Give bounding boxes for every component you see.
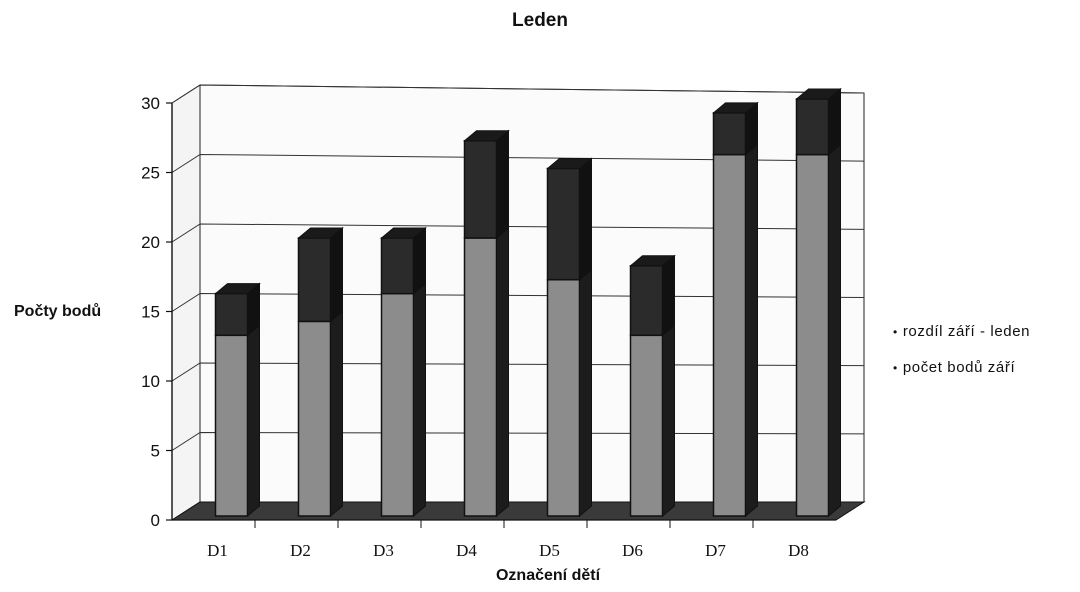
bar-side-difference-D6 [662, 254, 675, 337]
y-tick-label: 5 [151, 442, 160, 461]
bar-difference-D1 [214, 292, 249, 337]
chart-walls [170, 84, 866, 521]
legend-item-september: • počet bodů září [893, 359, 1015, 376]
bar-side-difference-D2 [330, 226, 343, 323]
bar-top-D8 [795, 88, 842, 100]
bar-side-september-D3 [413, 282, 426, 518]
bar-difference-D3 [380, 237, 415, 295]
bar-side-september-D8 [828, 143, 841, 518]
bar-side-september-D7 [745, 143, 758, 518]
y-tick-label: 25 [141, 164, 160, 183]
bar-difference-D7 [712, 112, 747, 156]
x-tick-label: D7 [705, 541, 726, 560]
legend-item-difference: • rozdíl září - leden [893, 323, 1030, 340]
bar-september-D3 [380, 292, 415, 517]
bar-september-D2 [297, 320, 332, 517]
bar-side-difference-D8 [828, 87, 841, 156]
bar-september-D8 [795, 153, 830, 517]
bar-top-D3 [380, 227, 427, 239]
bar-september-D5 [546, 278, 581, 517]
y-tick-label: 15 [141, 303, 160, 322]
bar-top-D2 [297, 227, 344, 239]
x-tick-label: D4 [456, 541, 477, 560]
bar-side-september-D4 [496, 226, 509, 518]
gridline [171, 153, 865, 173]
y-axis-label: Počty bodů [14, 303, 102, 320]
bar-top-D4 [463, 130, 510, 142]
bar-side-difference-D4 [496, 129, 509, 240]
bar-side-september-D6 [662, 324, 675, 518]
bar-difference-D5 [546, 167, 581, 281]
legend-bullet-icon: • [893, 325, 898, 339]
bar-side-difference-D5 [579, 157, 592, 281]
floor [170, 501, 866, 521]
x-tick-label: D8 [788, 541, 809, 560]
bar-top-D7 [712, 102, 759, 114]
y-tick-label: 20 [141, 233, 160, 252]
bar-side-september-D5 [579, 268, 592, 518]
x-tick-label: D2 [290, 541, 311, 560]
y-tick-label: 0 [151, 511, 160, 530]
bar-difference-D4 [463, 139, 498, 239]
bar-difference-D8 [795, 98, 830, 156]
gridline [171, 84, 865, 104]
bar-top-D5 [546, 158, 593, 169]
bars [214, 87, 842, 518]
bar-difference-D6 [629, 265, 664, 337]
legend-bullet-icon: • [893, 361, 898, 375]
x-axis: D1 D2 D3 D4 D5 D6 D7 D8 [207, 520, 809, 560]
bar-top-D1 [214, 283, 261, 295]
x-tick-label: D6 [622, 541, 643, 560]
bar-side-september-D2 [330, 310, 343, 518]
bar-side-difference-D3 [413, 226, 426, 295]
bar-difference-D2 [297, 237, 332, 323]
bar-september-D1 [214, 334, 249, 517]
x-tick-label: D5 [539, 541, 560, 560]
bar-september-D4 [463, 237, 498, 517]
bar-side-september-D1 [247, 324, 260, 518]
bar-september-D7 [712, 153, 747, 517]
x-tick-label: D1 [207, 541, 228, 560]
legend-label: rozdíl září - leden [902, 323, 1031, 340]
chart-title: Leden [512, 10, 568, 31]
x-axis-label: Označení dětí [495, 567, 601, 584]
x-tick-label: D3 [373, 541, 394, 560]
bar-top-D6 [629, 255, 676, 267]
bar-september-D6 [629, 334, 664, 517]
gridline [171, 223, 865, 243]
legend-label: počet bodů září [902, 359, 1016, 376]
y-tick-label: 30 [141, 94, 160, 113]
y-tick-label: 10 [141, 372, 160, 391]
